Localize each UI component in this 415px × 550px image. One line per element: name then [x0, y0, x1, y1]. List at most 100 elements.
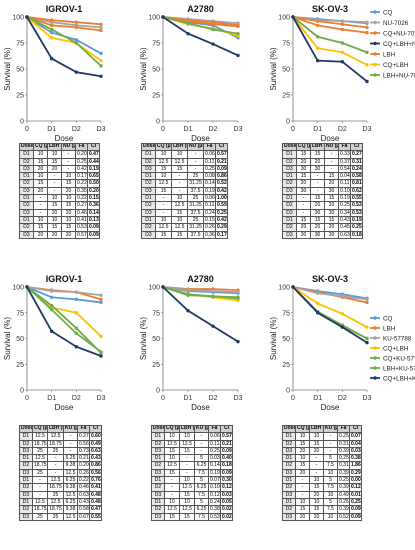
- bottom-right-data-point: [340, 294, 345, 298]
- bottom-legend-label: CQ+LBH: [383, 346, 409, 353]
- table-header-cell: KU (μM): [323, 424, 338, 434]
- table-cell: 20: [310, 157, 325, 166]
- table-header-cell: LBH (nM): [171, 142, 188, 152]
- dose-cell: D2: [282, 223, 297, 232]
- table-cell: 18.75: [32, 461, 48, 470]
- ci-cell: 0.03: [349, 446, 362, 456]
- bottom-left-data-point: [99, 293, 103, 297]
- table-header-cell: KU (μM): [63, 424, 78, 434]
- table-cell: -: [33, 201, 48, 210]
- table-cell: 20: [295, 446, 310, 456]
- ci-cell: 0.02: [220, 505, 233, 514]
- top-middle-ytick-label: 25: [152, 93, 160, 100]
- table-cell: 6.25: [63, 476, 78, 485]
- table-cell: 6.25: [63, 454, 78, 463]
- top-right-xtick-label: 0: [291, 126, 295, 133]
- table-row: D1 15-15 0.04 0.58: [282, 172, 363, 181]
- table-row: D2 15 15-0.25 0.44: [19, 157, 100, 166]
- table-cell: 5: [323, 476, 338, 485]
- table-cell: -: [179, 468, 195, 478]
- table-cell: 15: [164, 446, 180, 456]
- dose-cell: D3: [282, 186, 297, 196]
- table-cell: 12.5: [63, 490, 78, 499]
- table-cell: 15: [296, 215, 311, 225]
- ci-cell: 0.40: [220, 454, 233, 463]
- top-legend-marker: [373, 52, 377, 56]
- table-header-cell: NU (μM): [187, 142, 204, 152]
- table-cell: 15: [295, 461, 310, 470]
- dose-cell: D2: [282, 179, 297, 188]
- ci-cell: 0.09: [215, 164, 228, 174]
- table-cell: 0.33: [338, 150, 351, 159]
- bottom-middle-series-line: [162, 286, 239, 343]
- ci-cell: 0.29: [215, 223, 228, 232]
- table-cell: -: [187, 157, 204, 166]
- table-cell: 0.19: [208, 468, 221, 478]
- top-right-data-point: [365, 20, 369, 24]
- ci-cell: 1.00: [215, 194, 228, 203]
- dose-cell: D3: [141, 164, 156, 174]
- table-cell: 0.20: [77, 461, 90, 470]
- table-cell: 15: [164, 512, 180, 521]
- top-middle-title: A2780: [187, 4, 214, 14]
- dose-cell: D3: [19, 164, 34, 174]
- bottom-left-data-point: [49, 307, 54, 312]
- table-row: D2 18.75-9.38 0.20 0.86: [19, 461, 102, 470]
- table-cell: 18.75: [47, 483, 64, 492]
- table-cell: -: [61, 150, 76, 159]
- table-cell: -: [164, 483, 180, 492]
- table-row: D1 15 15 15 0.43 0.19: [282, 215, 363, 225]
- bottom-left-data-point: [99, 297, 103, 302]
- top-middle-xtick-label: D1: [184, 126, 193, 133]
- table-cell: 0.14: [208, 461, 221, 470]
- table-cell: 30: [296, 164, 311, 174]
- table-cell: 15: [171, 208, 188, 217]
- table-cell: 12.5: [179, 483, 195, 492]
- top-left-series-line: [26, 16, 102, 62]
- ci-cell: 0.18: [350, 230, 363, 239]
- ci-cell: 0.25: [350, 223, 363, 232]
- top-left-series-line: [26, 16, 102, 29]
- table-cell: -: [63, 446, 78, 456]
- bottom-right-ytick-label: 75: [282, 310, 290, 317]
- table-cell: -: [323, 439, 338, 448]
- table-cell: 15: [324, 172, 339, 181]
- table-cell: 25: [32, 468, 48, 478]
- table-row: D1-15 15 0.19 0.55: [282, 194, 363, 203]
- table-cell: 10: [323, 512, 338, 521]
- table-cell: -: [310, 186, 325, 196]
- table-cell: 12.5: [63, 468, 78, 478]
- table-row: D3 20 20 10 0.52 0.09: [282, 512, 362, 521]
- top-left-data-point: [74, 38, 79, 42]
- top-left-data-point: [49, 18, 54, 22]
- bottom-left-series-line: [26, 286, 102, 353]
- ci-cell: 0.21: [220, 439, 233, 448]
- table-header-cell: CI: [350, 142, 363, 152]
- dose-cell: D2: [282, 483, 296, 492]
- bottom-right-data-point: [365, 325, 369, 329]
- table-cell: 37.5: [187, 208, 204, 217]
- bottom-middle-data-point: [211, 324, 215, 328]
- top-left-data-point: [99, 51, 103, 56]
- table-cell: 15: [61, 201, 76, 210]
- table-row: D2 20-20 0.11 0.81: [282, 179, 363, 188]
- table-row: D1-10 10 0.22 0.15: [19, 194, 100, 203]
- bottom-middle-title: A2780: [187, 274, 214, 284]
- table-cell: 15: [295, 505, 310, 514]
- top-middle-xlabel: Dose: [191, 134, 210, 143]
- table-cell: 0.67: [77, 512, 90, 521]
- table-header-cell: NU (μM): [324, 142, 339, 152]
- bottom-legend-label: KU-57788: [383, 336, 412, 343]
- table-cell: 31.25: [187, 201, 204, 210]
- table-header-cell: Fa: [203, 142, 216, 152]
- table-cell: 30: [310, 164, 325, 174]
- table-cell: 9.38: [63, 505, 78, 514]
- top-right-data-point: [365, 25, 369, 30]
- top-right-xlabel: Dose: [321, 134, 340, 143]
- dose-cell: D2: [19, 505, 33, 514]
- table-cell: 0.11: [338, 179, 351, 188]
- table-row: D3 15 15 37.5 0.36 0.17: [141, 230, 228, 239]
- table-cell: 7.5: [194, 490, 209, 499]
- table-cell: 15: [155, 186, 172, 196]
- table-cell: 5: [194, 497, 209, 507]
